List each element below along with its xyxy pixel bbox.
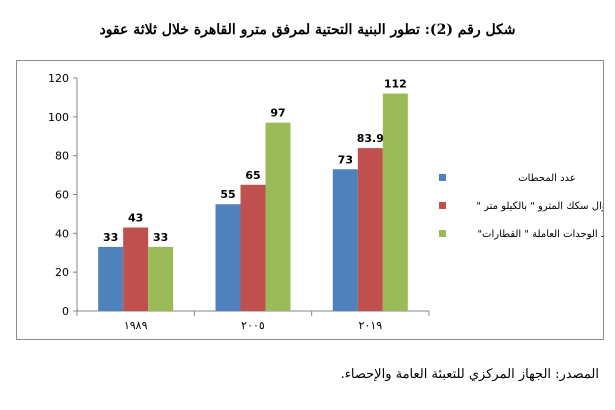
y-tick-label: 20 <box>55 266 69 279</box>
data-label: 112 <box>384 78 407 91</box>
data-label: 55 <box>220 188 235 201</box>
bar <box>240 184 266 311</box>
x-tick-label: ٢٠١٩ <box>359 319 383 332</box>
chart-title: شكل رقم (2): تطور البنية التحتية لمرفق م… <box>99 22 516 38</box>
bar <box>148 246 174 311</box>
y-tick-label: 0 <box>62 305 69 318</box>
legend-swatch <box>439 174 446 181</box>
y-tick-label: 40 <box>55 227 69 240</box>
bar <box>265 122 291 312</box>
legend-swatch <box>439 202 446 209</box>
chart-frame: 0 20 40 60 80 100 120 ١٩٨٩ 33 43 33 ٢٠٠٥ 55 65 97 ٢٠١٩ 7… <box>16 60 604 340</box>
bar <box>123 227 149 311</box>
legend-label: عدد المحطات <box>518 173 576 184</box>
x-tick-label: ٢٠٠٥ <box>241 319 265 332</box>
data-label: 65 <box>245 169 260 182</box>
data-label: 97 <box>270 107 285 120</box>
source-note: المصدر: الجهاز المركزي للتعبئة العامة وا… <box>340 367 599 382</box>
y-tick-label: 60 <box>55 189 69 202</box>
legend-swatch <box>439 230 446 237</box>
legend-label: عدد الوحدات العاملة " القطارات" <box>477 229 603 240</box>
x-tick-label: ١٩٨٩ <box>124 319 148 332</box>
bar <box>357 148 383 311</box>
data-label: 73 <box>338 153 353 166</box>
bar <box>215 204 241 311</box>
bar <box>382 93 408 312</box>
y-tick-label: 100 <box>48 111 69 124</box>
bar <box>98 246 124 311</box>
bar-chart: 0 20 40 60 80 100 120 ١٩٨٩ 33 43 33 ٢٠٠٥ 55 65 97 ٢٠١٩ 7… <box>48 72 603 332</box>
data-label: 43 <box>128 212 143 225</box>
data-label: 33 <box>153 231 168 244</box>
data-label: 83.9 <box>357 132 384 145</box>
bar <box>332 169 358 311</box>
y-tick-label: 120 <box>48 72 69 85</box>
legend-label: أطوال سكك المترو " بالكيلو متر " <box>476 199 603 212</box>
data-label: 33 <box>103 231 118 244</box>
y-tick-label: 80 <box>55 150 69 163</box>
